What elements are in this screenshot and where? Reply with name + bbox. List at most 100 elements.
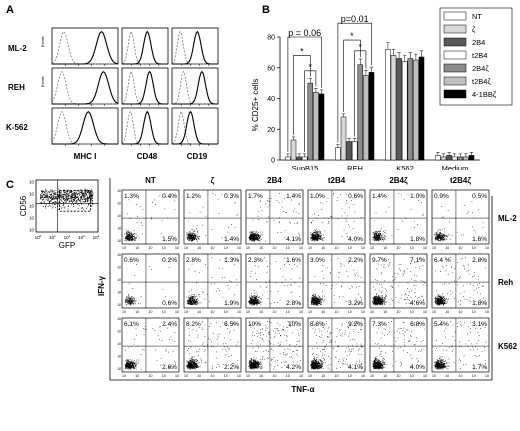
flow-dot — [255, 235, 256, 236]
gating-dot — [74, 194, 76, 195]
flow-dot — [275, 261, 277, 262]
flow-dot — [130, 235, 132, 237]
gating-dot — [41, 198, 43, 200]
gating-dot — [83, 208, 84, 210]
flow-dot — [395, 277, 397, 278]
flow-dot — [381, 296, 383, 297]
flow-plot-0-2: 1.7% 1.4%4.1%10 10 10 10 10 — [245, 189, 304, 250]
flow-dot — [127, 299, 129, 300]
flow-dot — [254, 234, 256, 236]
gating-dot — [86, 199, 88, 200]
flow-dot — [314, 302, 315, 303]
flow-dot — [130, 303, 132, 305]
flow-dot — [440, 302, 441, 304]
quadrant-lr-label: 1.9% — [224, 300, 239, 307]
flow-dot — [437, 236, 439, 238]
gating-x-tick-label: 103 — [78, 234, 85, 240]
gating-dot — [58, 203, 60, 205]
gating-dot — [40, 195, 42, 197]
gating-dot — [70, 196, 71, 198]
flow-dot — [384, 303, 385, 305]
flow-dot — [133, 235, 135, 237]
flow-dot — [130, 304, 132, 306]
flow-dot — [274, 302, 275, 304]
flow-dot — [124, 299, 126, 301]
panel-a-row-k562: K-562 — [6, 123, 28, 132]
gating-dot — [83, 194, 85, 196]
flow-dot — [323, 237, 325, 238]
flow-dot — [126, 234, 128, 236]
quadrant-ur-label: 1.3% — [224, 257, 239, 264]
flow-dot — [444, 228, 445, 229]
flow-dot — [251, 235, 253, 236]
flow-dot — [472, 226, 473, 228]
gating-dot — [64, 191, 66, 193]
flow-dot — [382, 297, 384, 298]
flow-dot — [313, 236, 314, 238]
flow-dot — [252, 239, 254, 240]
flow-dot — [249, 232, 250, 234]
flow-dot — [374, 303, 376, 305]
chart-bar — [418, 56, 425, 161]
flow-dot — [128, 235, 130, 237]
flow-dot — [401, 294, 402, 296]
gating-dot — [90, 188, 92, 190]
flow-dot — [191, 296, 192, 297]
flow-dot — [476, 288, 477, 290]
chart-bar — [335, 147, 341, 161]
gating-dot — [56, 196, 58, 198]
flow-dot — [132, 239, 134, 240]
flow-dot — [256, 300, 257, 302]
chart-p-bracket-reh-label: p=0.01 — [341, 14, 369, 24]
flow-dot — [189, 234, 191, 235]
flow-dot — [257, 303, 258, 304]
flow-dot — [191, 229, 193, 231]
flow-dot — [191, 301, 192, 303]
flow-dot — [191, 301, 193, 303]
flow-dot — [316, 301, 318, 302]
flow-dot — [438, 304, 440, 305]
flow-dot — [377, 238, 379, 240]
stain-curve — [52, 110, 118, 145]
flow-dot — [375, 237, 377, 239]
flow-dot — [128, 238, 129, 240]
flow-dot — [317, 239, 318, 240]
gating-dot — [77, 203, 79, 205]
flow-dot — [142, 233, 143, 235]
flow-dot — [254, 238, 256, 240]
flow-dot — [131, 302, 132, 303]
flow-dot — [376, 297, 378, 299]
chart-bar — [407, 58, 414, 161]
flow-dot — [189, 300, 191, 302]
flow-dot — [316, 304, 318, 305]
flow-dot — [327, 218, 329, 219]
flow-dot — [378, 302, 379, 304]
flow-dot — [255, 297, 257, 299]
flow-dot — [313, 232, 315, 233]
flow-dot — [444, 231, 446, 233]
flow-dot — [443, 235, 445, 236]
flow-dot — [447, 299, 449, 301]
gating-dot — [84, 189, 86, 191]
flow-dot — [174, 200, 176, 202]
flow-dot — [317, 237, 318, 238]
gating-dot — [78, 199, 80, 200]
flow-dot — [375, 289, 376, 290]
flow-dot — [188, 240, 190, 241]
flow-dot — [440, 271, 441, 272]
flow-dot — [316, 302, 318, 303]
flow-dot — [375, 297, 376, 299]
flow-dot — [317, 234, 318, 236]
flow-dot — [126, 301, 128, 303]
flow-dot — [313, 295, 315, 297]
gating-y-tick-label: 10 — [29, 204, 35, 209]
flow-dot — [140, 222, 142, 223]
flow-dot — [191, 296, 193, 297]
flow-dot — [257, 301, 258, 302]
flow-dot — [248, 301, 249, 302]
flow-dot — [435, 298, 437, 299]
flow-dot — [253, 296, 255, 297]
gating-dot — [91, 198, 92, 199]
flow-dot — [253, 302, 254, 303]
flow-dot — [375, 302, 377, 303]
